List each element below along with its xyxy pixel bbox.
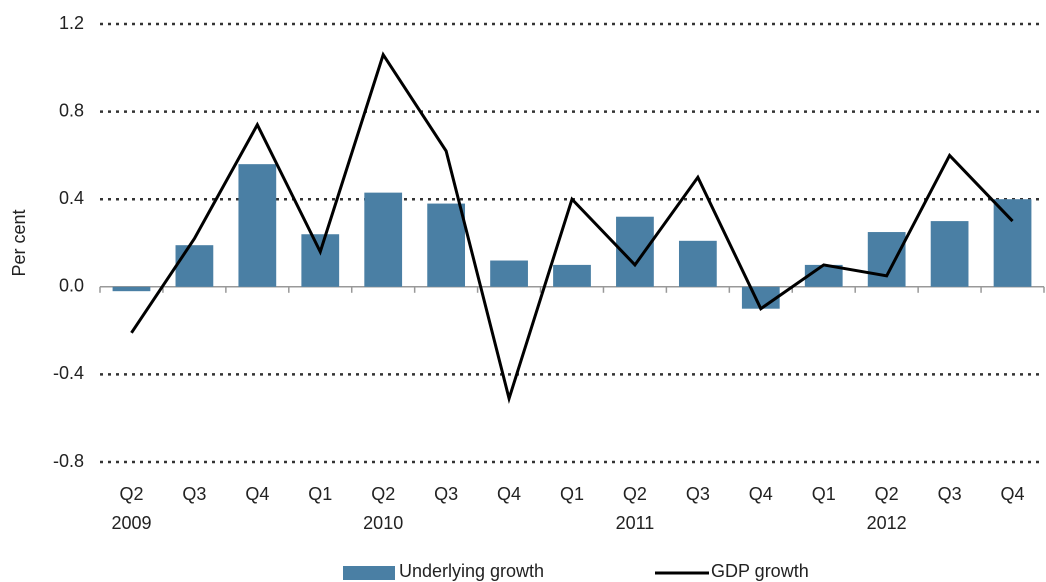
bar: [112, 286, 151, 292]
x-tick-label: Q3: [686, 484, 710, 504]
y-tick-label: -0.4: [53, 363, 84, 383]
bar: [678, 240, 717, 287]
bar: [553, 264, 591, 287]
y-tick-label: 0.8: [59, 100, 84, 120]
x-tick-label: Q1: [308, 484, 332, 504]
x-tick-label: Q4: [749, 484, 773, 504]
bar: [490, 260, 528, 287]
y-tick-label: 0.0: [59, 276, 84, 296]
legend-label: GDP growth: [711, 561, 809, 581]
x-tick-label: Q3: [938, 484, 962, 504]
x-tick-label: Q4: [245, 484, 269, 504]
year-label: 2012: [867, 513, 907, 533]
x-tick-label: Q3: [182, 484, 206, 504]
bar: [301, 234, 340, 287]
y-tick-label: -0.8: [53, 451, 84, 471]
y-tick-label: 1.2: [59, 13, 84, 33]
year-label: 2009: [111, 513, 151, 533]
year-label: 2011: [616, 513, 655, 533]
legend-label: Underlying growth: [399, 561, 544, 581]
legend-swatch: [343, 566, 395, 580]
x-tick-label: Q2: [119, 484, 143, 504]
x-tick-label: Q2: [875, 484, 899, 504]
x-tick-label: Q1: [560, 484, 584, 504]
bar: [930, 221, 969, 287]
y-tick-label: 0.4: [59, 188, 84, 208]
bar: [867, 232, 906, 287]
x-tick-label: Q2: [371, 484, 395, 504]
bar: [175, 245, 214, 287]
bar: [238, 164, 277, 287]
x-tick-label: Q3: [434, 484, 458, 504]
bar: [993, 199, 1032, 287]
year-label: 2010: [363, 513, 403, 533]
bar: [427, 203, 466, 287]
line: [130, 51, 1014, 404]
x-tick-label: Q4: [497, 484, 521, 504]
x-tick-label: Q4: [1001, 484, 1025, 504]
x-tick-label: Q1: [812, 484, 836, 504]
x-tick-label: Q2: [623, 484, 647, 504]
bar: [364, 192, 403, 287]
y-axis-label: Per cent: [9, 209, 29, 276]
